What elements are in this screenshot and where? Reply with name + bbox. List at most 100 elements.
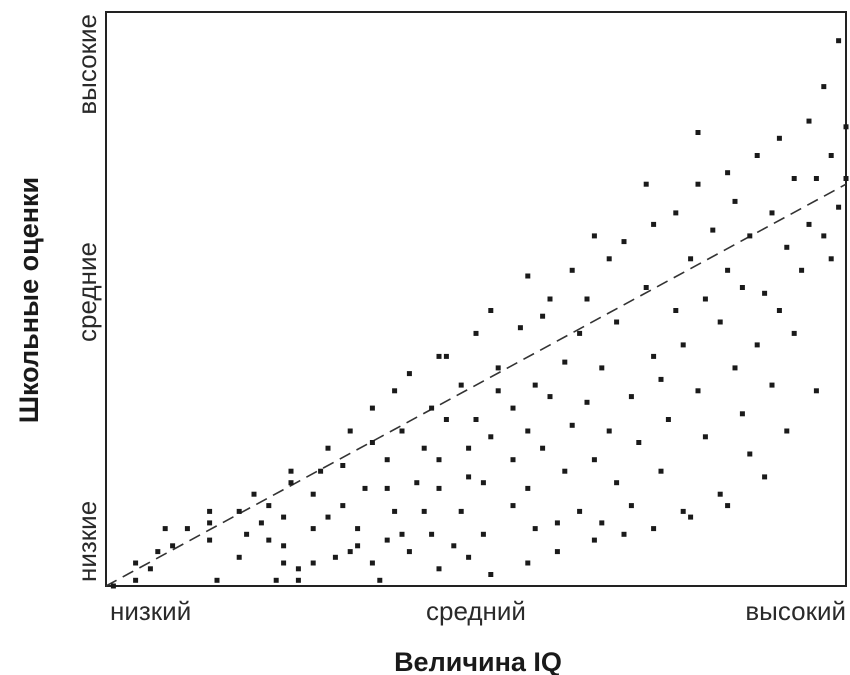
data-point: [754, 342, 760, 348]
data-point: [651, 526, 657, 532]
data-point: [665, 417, 671, 422]
data-point: [673, 308, 679, 313]
trend-line-layer: [105, 183, 847, 587]
data-point: [569, 422, 575, 428]
data-point: [569, 267, 575, 273]
data-point: [843, 176, 849, 181]
data-point: [702, 434, 708, 440]
x-axis-title: Величина IQ: [394, 647, 562, 675]
data-point: [480, 480, 486, 486]
data-point: [754, 153, 760, 158]
data-point: [732, 365, 738, 371]
data-point: [258, 520, 264, 526]
data-point: [399, 531, 405, 537]
data-point: [458, 382, 464, 388]
data-point: [443, 353, 449, 359]
data-point: [436, 353, 442, 359]
data-point: [591, 457, 597, 463]
data-point: [495, 365, 501, 371]
plot-frame: [105, 11, 847, 587]
data-point: [310, 560, 316, 566]
data-point: [436, 457, 442, 463]
data-point: [495, 388, 501, 394]
data-point: [739, 411, 745, 417]
data-point: [813, 388, 819, 394]
data-point: [673, 210, 679, 216]
data-point: [614, 319, 620, 325]
data-point: [288, 480, 294, 486]
data-point: [236, 508, 242, 514]
data-point: [776, 308, 782, 313]
data-point: [614, 480, 620, 486]
data-point: [532, 382, 538, 388]
data-point: [458, 508, 464, 514]
data-point: [110, 583, 116, 589]
data-point: [273, 577, 279, 583]
data-point: [525, 273, 531, 279]
data-point: [310, 526, 316, 532]
data-point: [214, 577, 220, 583]
data-point: [547, 296, 553, 302]
data-point: [606, 256, 612, 262]
data-point: [473, 417, 479, 422]
data-point: [836, 204, 842, 210]
data-point: [236, 554, 242, 560]
data-point: [584, 296, 590, 302]
data-point: [769, 382, 775, 388]
data-point: [599, 365, 605, 371]
data-point: [369, 405, 375, 411]
data-point: [347, 549, 353, 555]
data-point: [636, 440, 642, 445]
data-point: [147, 566, 153, 572]
data-point: [295, 566, 301, 572]
data-point: [732, 198, 738, 204]
data-point: [658, 468, 664, 474]
data-point: [784, 428, 790, 434]
data-point: [266, 503, 272, 509]
data-point: [688, 514, 694, 520]
data-point: [406, 549, 412, 555]
data-point: [288, 468, 294, 474]
data-point: [540, 445, 546, 451]
data-point: [392, 508, 398, 514]
data-point: [488, 308, 494, 313]
data-point: [170, 543, 176, 549]
data-point: [510, 503, 516, 509]
data-point: [821, 84, 827, 90]
data-point: [466, 474, 472, 480]
data-point: [628, 394, 634, 400]
data-point: [791, 176, 797, 181]
data-point: [155, 549, 161, 555]
data-point: [421, 445, 427, 451]
data-point: [355, 526, 361, 532]
data-point: [133, 577, 139, 583]
data-point: [421, 508, 427, 514]
data-point: [429, 405, 435, 411]
data-point: [717, 491, 723, 497]
data-point: [369, 440, 375, 445]
data-point: [710, 227, 716, 233]
data-point: [184, 526, 190, 532]
data-point: [688, 256, 694, 262]
data-point: [436, 485, 442, 491]
data-point: [651, 353, 657, 359]
data-point: [599, 520, 605, 526]
data-points-layer: [110, 38, 849, 589]
data-point: [244, 531, 250, 537]
data-point: [332, 554, 338, 560]
data-point: [747, 233, 753, 239]
data-point: [369, 560, 375, 566]
data-point: [162, 526, 168, 532]
data-point: [799, 267, 805, 273]
y-tick-label-low: низкие: [72, 501, 102, 582]
data-point: [591, 537, 597, 543]
data-point: [695, 388, 701, 394]
data-point: [562, 468, 568, 474]
data-point: [384, 485, 390, 491]
data-point: [725, 503, 731, 509]
data-point: [377, 577, 383, 583]
data-point: [510, 457, 516, 463]
data-point: [695, 130, 701, 135]
data-point: [362, 485, 368, 491]
data-point: [355, 543, 361, 549]
